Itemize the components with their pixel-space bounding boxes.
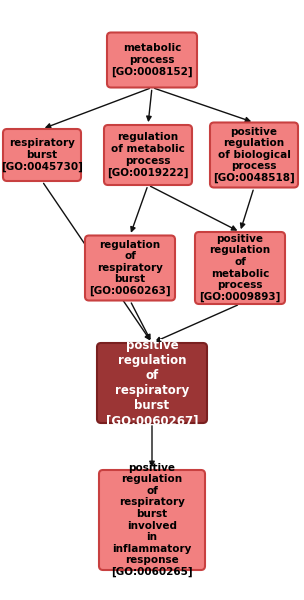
- Text: regulation
of
respiratory
burst
[GO:0060263]: regulation of respiratory burst [GO:0060…: [89, 239, 171, 296]
- Text: positive
regulation
of
respiratory
burst
involved
in
inflammatory
response
[GO:0: positive regulation of respiratory burst…: [111, 463, 193, 577]
- FancyBboxPatch shape: [104, 125, 192, 185]
- Text: respiratory
burst
[GO:0045730]: respiratory burst [GO:0045730]: [1, 138, 83, 172]
- FancyBboxPatch shape: [3, 129, 81, 181]
- Text: positive
regulation
of
metabolic
process
[GO:0009893]: positive regulation of metabolic process…: [199, 234, 281, 302]
- FancyBboxPatch shape: [97, 343, 207, 423]
- FancyBboxPatch shape: [85, 235, 175, 301]
- FancyBboxPatch shape: [210, 122, 298, 187]
- FancyBboxPatch shape: [107, 32, 197, 88]
- Text: regulation
of metabolic
process
[GO:0019222]: regulation of metabolic process [GO:0019…: [107, 133, 189, 178]
- Text: positive
regulation
of
respiratory
burst
[GO:0060267]: positive regulation of respiratory burst…: [106, 339, 198, 427]
- Text: metabolic
process
[GO:0008152]: metabolic process [GO:0008152]: [111, 43, 193, 77]
- Text: positive
regulation
of biological
process
[GO:0048518]: positive regulation of biological proces…: [213, 127, 295, 184]
- FancyBboxPatch shape: [99, 470, 205, 570]
- FancyBboxPatch shape: [195, 232, 285, 304]
